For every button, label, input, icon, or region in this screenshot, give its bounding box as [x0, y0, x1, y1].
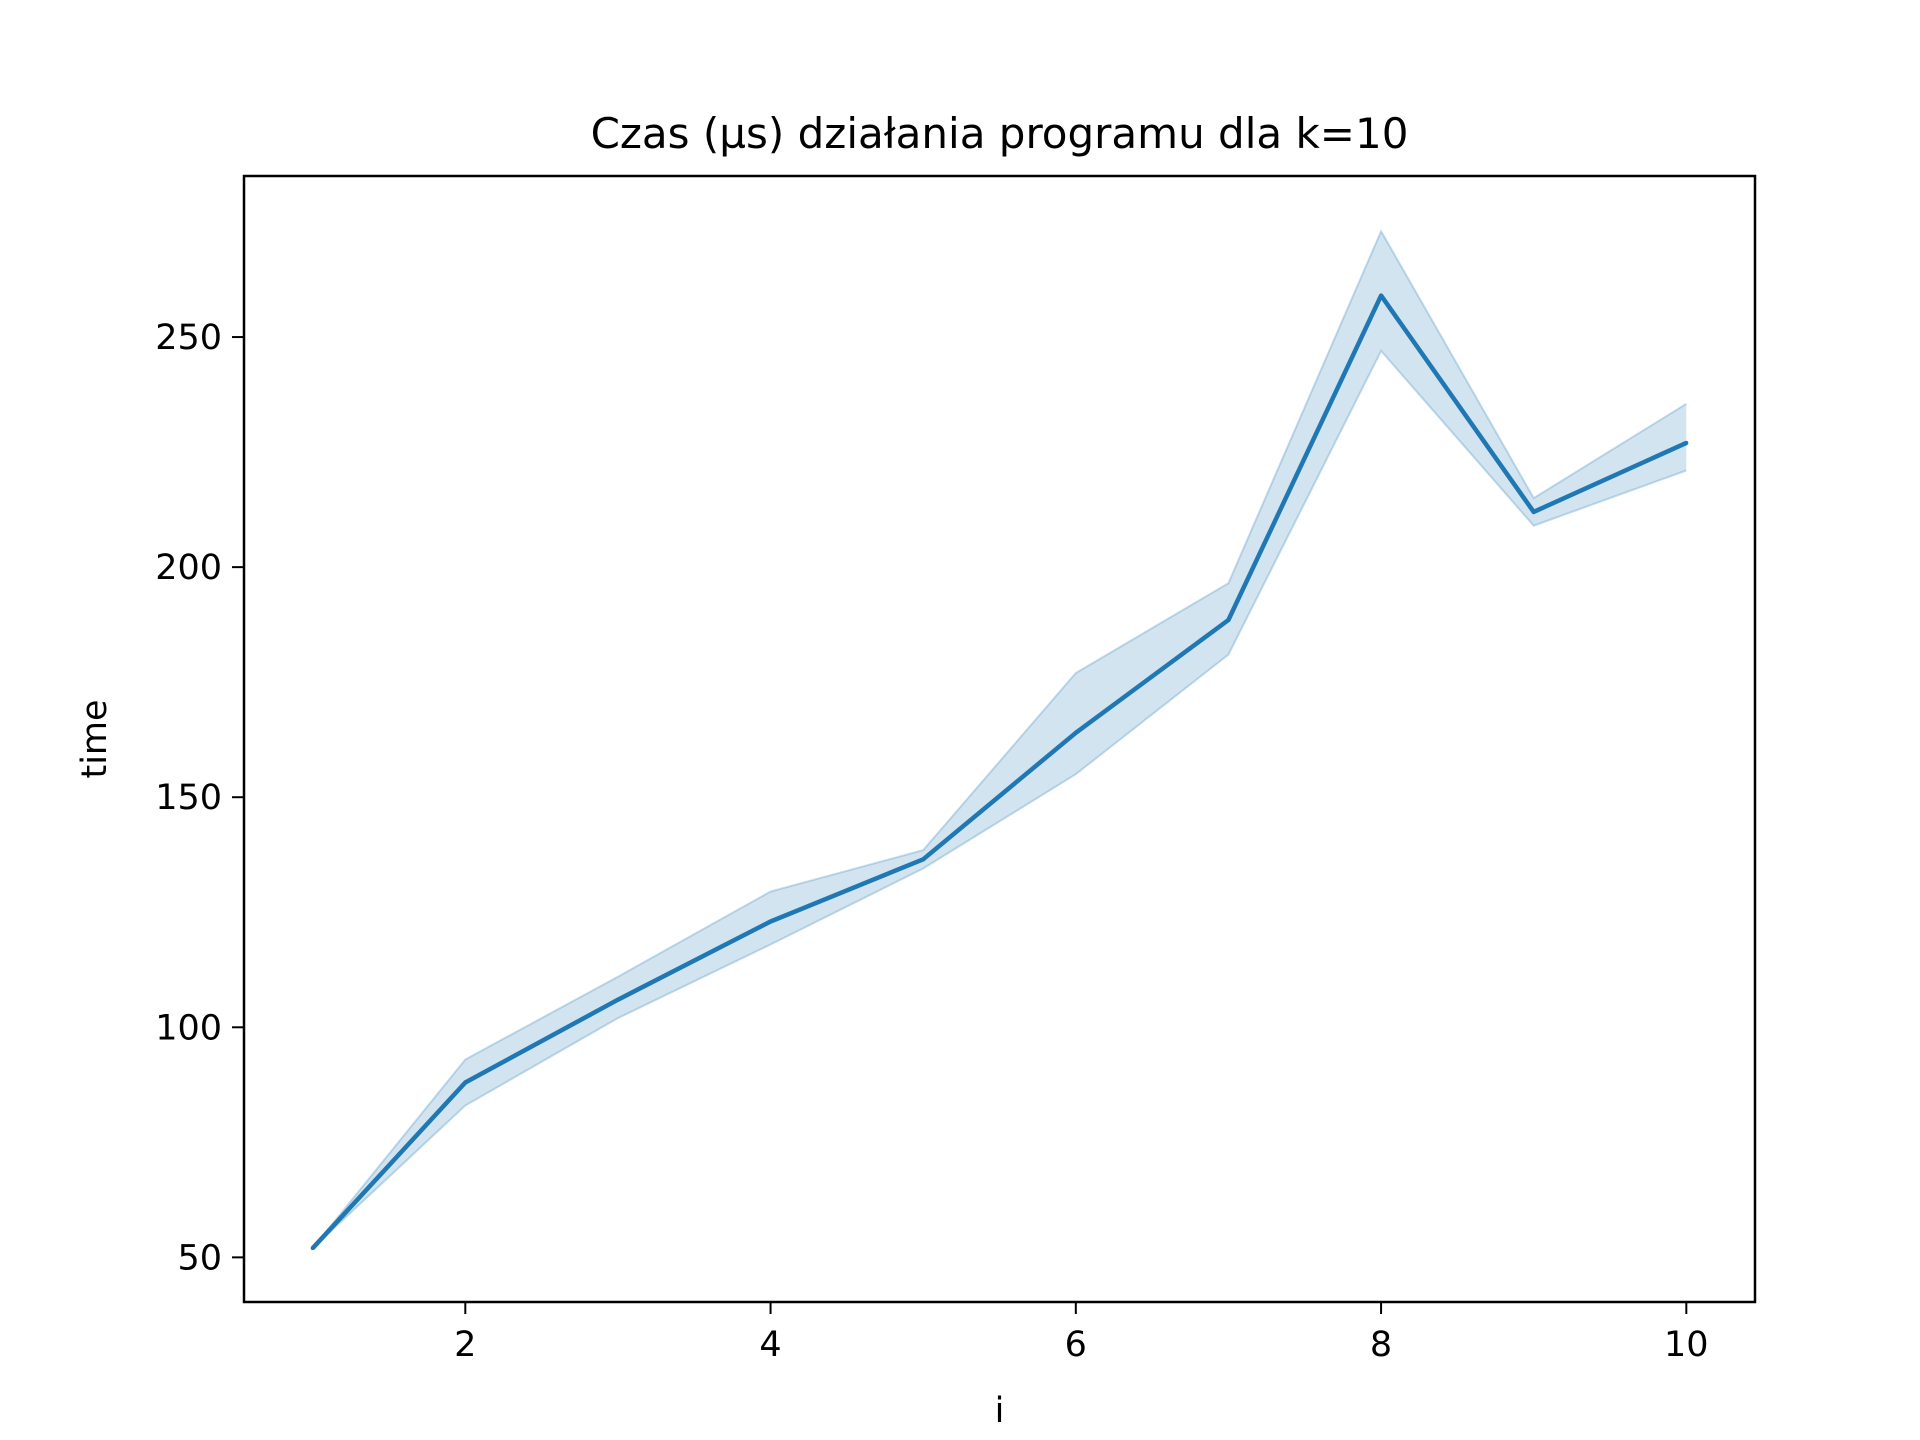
data-point-10 — [1684, 440, 1689, 445]
x-tick-label: 10 — [1664, 1325, 1709, 1365]
x-tick-label: 8 — [1370, 1325, 1392, 1365]
data-point-1 — [310, 1246, 315, 1251]
x-tick-label: 2 — [454, 1325, 476, 1365]
axes-frame — [242, 174, 1757, 1304]
data-point-8 — [1379, 293, 1384, 298]
y-tick-label: 200 — [155, 548, 222, 588]
data-point-4 — [768, 919, 773, 924]
data-point-7 — [1226, 618, 1231, 623]
x-tick-label: 4 — [759, 1325, 781, 1365]
chart-title: Czas (µs) działania programu dla k=10 — [591, 109, 1409, 158]
data-point-2 — [463, 1080, 468, 1085]
y-axis: 50 100 150 200 250 — [155, 318, 244, 1278]
y-axis-label: time — [75, 699, 115, 778]
x-tick-label: 6 — [1065, 1325, 1087, 1365]
data-point-3 — [615, 997, 620, 1002]
data-point-9 — [1531, 509, 1536, 514]
y-tick-label: 100 — [155, 1008, 222, 1048]
confidence-band — [312, 231, 1687, 1249]
y-tick-label: 250 — [155, 318, 222, 358]
y-tick-label: 150 — [155, 778, 222, 818]
data-point-5 — [921, 857, 926, 862]
series-line — [311, 293, 1688, 1250]
x-axis-label: i — [995, 1391, 1005, 1431]
series-points — [310, 293, 1689, 1251]
x-axis: 2 4 6 8 10 — [454, 1302, 1709, 1365]
confidence-band-upper-edge — [311, 228, 1687, 1249]
y-tick-label: 50 — [177, 1238, 222, 1278]
confidence-band-lower-edge — [312, 349, 1687, 1249]
data-point-6 — [1073, 730, 1078, 735]
plot-area — [310, 228, 1689, 1251]
